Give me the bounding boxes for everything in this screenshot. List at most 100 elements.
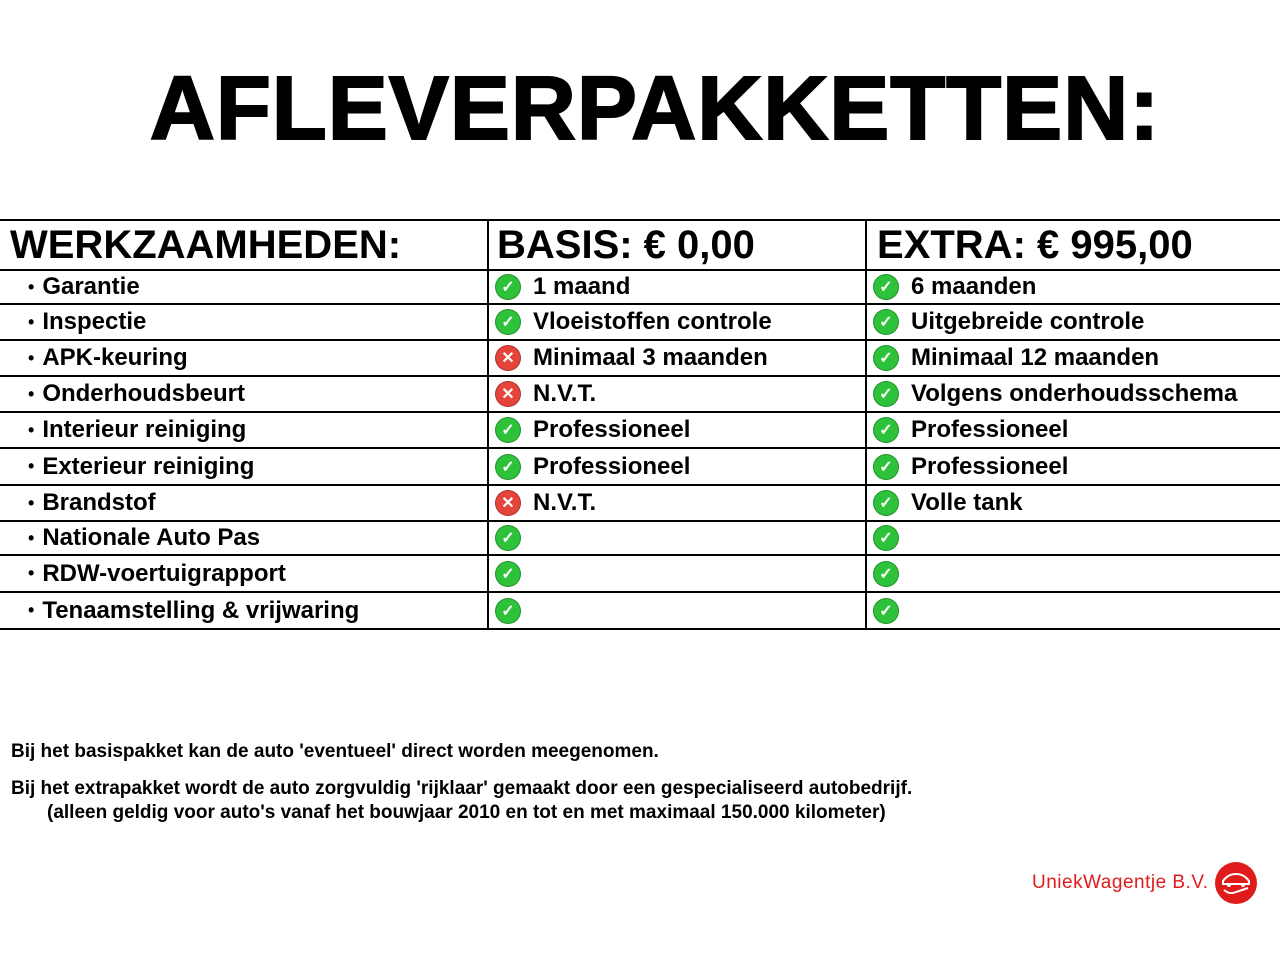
basis-cell-text: Professioneel: [533, 416, 691, 443]
company-logo: UniekWagentje B.V.: [1032, 862, 1257, 904]
cross-icon: ✕: [495, 381, 521, 407]
check-icon: ✓: [873, 453, 899, 480]
check-icon: ✓: [873, 381, 899, 407]
note-basis: Bij het basispakket kan de auto 'eventue…: [11, 741, 659, 762]
extra-cell: ✓: [867, 556, 1280, 591]
check-icon: ✓: [495, 525, 521, 551]
basis-cell-text: Minimaal 3 maanden: [533, 344, 768, 371]
row-label: • Brandstof: [0, 486, 489, 520]
row-label-text: Tenaamstelling & vrijwaring: [42, 596, 360, 624]
basis-cell: ✓ 1 maand: [489, 271, 867, 303]
check-icon: ✓: [495, 453, 521, 480]
packages-table: WERKZAAMHEDEN: BASIS: € 0,00 EXTRA: € 99…: [0, 219, 1280, 630]
check-icon: ✓: [873, 490, 899, 516]
car-hand-icon: [1214, 862, 1257, 904]
row-label-text: APK-keuring: [42, 344, 188, 371]
extra-cell-text: Professioneel: [911, 452, 1069, 480]
table-row: • Inspectie ✓ Vloeistoffen controle ✓ Uitgebr…: [0, 305, 1280, 341]
extra-cell-text: 6 maanden: [911, 273, 1037, 300]
check-icon: ✓: [873, 274, 899, 300]
check-icon: ✓: [873, 417, 899, 443]
extra-cell: ✓ Professioneel: [867, 449, 1280, 484]
note-condition: (alleen geldig voor auto's vanaf het bou…: [47, 802, 886, 823]
basis-cell-text: 1 maand: [533, 273, 631, 300]
notes: Bij het basispakket kan de auto 'eventue…: [11, 733, 912, 825]
extra-cell: ✓ Volle tank: [867, 486, 1280, 520]
check-icon: ✓: [495, 274, 521, 300]
extra-cell: ✓ 6 maanden: [867, 271, 1280, 303]
extra-cell: ✓: [867, 593, 1280, 628]
extra-cell: ✓: [867, 522, 1280, 554]
table-header: WERKZAAMHEDEN: BASIS: € 0,00 EXTRA: € 99…: [0, 221, 1280, 271]
check-icon: ✓: [873, 345, 899, 371]
basis-cell-text: Vloeistoffen controle: [533, 308, 772, 335]
check-icon: ✓: [495, 417, 521, 443]
basis-cell: ✕ N.V.T.: [489, 377, 867, 411]
page-title: AFLEVERPAKKETTEN:: [149, 58, 1161, 160]
table-row: • Interieur reiniging ✓ Professioneel ✓ Profe…: [0, 413, 1280, 449]
check-icon: ✓: [873, 525, 899, 551]
logo-text: UniekWagentje B.V.: [1032, 872, 1209, 893]
bullet-icon: •: [28, 456, 35, 476]
extra-cell-text: Volgens onderhoudsschema: [911, 380, 1238, 407]
table-row: • RDW-voertuigrapport ✓ ✓: [0, 556, 1280, 593]
row-label: • APK-keuring: [0, 341, 489, 375]
bullet-icon: •: [28, 527, 35, 548]
row-label: • Garantie: [0, 271, 489, 303]
basis-cell: ✕ N.V.T.: [489, 486, 867, 520]
bullet-icon: •: [28, 600, 35, 620]
check-icon: ✓: [495, 560, 521, 587]
row-label: • Inspectie: [0, 305, 489, 339]
extra-cell: ✓ Uitgebreide controle: [867, 305, 1280, 339]
header-extra: EXTRA: € 995,00: [877, 222, 1193, 267]
check-icon: ✓: [873, 597, 899, 624]
basis-cell: ✓ Vloeistoffen controle: [489, 305, 867, 339]
extra-cell-text: Uitgebreide controle: [911, 308, 1145, 335]
check-icon: ✓: [873, 560, 899, 587]
basis-cell: ✕ Minimaal 3 maanden: [489, 341, 867, 375]
basis-cell: ✓ Professioneel: [489, 413, 867, 447]
row-label-text: Exterieur reiniging: [42, 452, 255, 480]
bullet-icon: •: [28, 563, 35, 583]
row-label: • RDW-voertuigrapport: [0, 556, 489, 591]
note-extra: Bij het extrapakket wordt de auto zorgvu…: [11, 778, 913, 799]
check-icon: ✓: [873, 309, 899, 335]
bullet-icon: •: [28, 492, 35, 513]
cross-icon: ✕: [495, 345, 521, 371]
extra-cell: ✓ Volgens onderhoudsschema: [867, 377, 1280, 411]
table-row: • Garantie ✓ 1 maand ✓ 6 maanden: [0, 271, 1280, 305]
basis-cell: ✓: [489, 593, 867, 628]
cross-icon: ✕: [495, 490, 521, 516]
row-label: • Nationale Auto Pas: [0, 522, 489, 554]
row-label-text: Garantie: [42, 273, 140, 300]
basis-cell: ✓: [489, 556, 867, 591]
basis-cell-text: Professioneel: [533, 452, 691, 480]
bullet-icon: •: [28, 276, 35, 297]
bullet-icon: •: [28, 311, 35, 332]
row-label-text: Onderhoudsbeurt: [42, 380, 245, 407]
row-label-text: Brandstof: [42, 489, 156, 516]
extra-cell-text: Volle tank: [911, 489, 1023, 516]
check-icon: ✓: [495, 309, 521, 335]
row-label: • Interieur reiniging: [0, 413, 489, 447]
bullet-icon: •: [28, 347, 35, 368]
row-label-text: RDW-voertuigrapport: [42, 559, 286, 587]
bullet-icon: •: [28, 383, 35, 404]
row-label-text: Inspectie: [42, 308, 147, 335]
row-label-text: Interieur reiniging: [42, 416, 247, 443]
table-row: • Tenaamstelling & vrijwaring ✓ ✓: [0, 593, 1280, 630]
header-werkzaamheden: WERKZAAMHEDEN:: [0, 221, 489, 269]
row-label-text: Nationale Auto Pas: [42, 524, 261, 551]
row-label: • Tenaamstelling & vrijwaring: [0, 593, 489, 628]
basis-cell-text: N.V.T.: [533, 489, 597, 516]
extra-cell-text: Professioneel: [911, 416, 1069, 443]
basis-cell: ✓ Professioneel: [489, 449, 867, 484]
extra-cell: ✓ Minimaal 12 maanden: [867, 341, 1280, 375]
extra-cell-text: Minimaal 12 maanden: [911, 344, 1160, 371]
bullet-icon: •: [28, 419, 35, 440]
row-label: • Exterieur reiniging: [0, 449, 489, 484]
table-row: • Brandstof ✕ N.V.T. ✓ Volle tank: [0, 486, 1280, 522]
header-basis: BASIS: € 0,00: [489, 221, 867, 269]
table-row: • Exterieur reiniging ✓ Professioneel ✓ Profe…: [0, 449, 1280, 486]
table-row: • APK-keuring ✕ Minimaal 3 maanden ✓ Minimaal…: [0, 341, 1280, 377]
